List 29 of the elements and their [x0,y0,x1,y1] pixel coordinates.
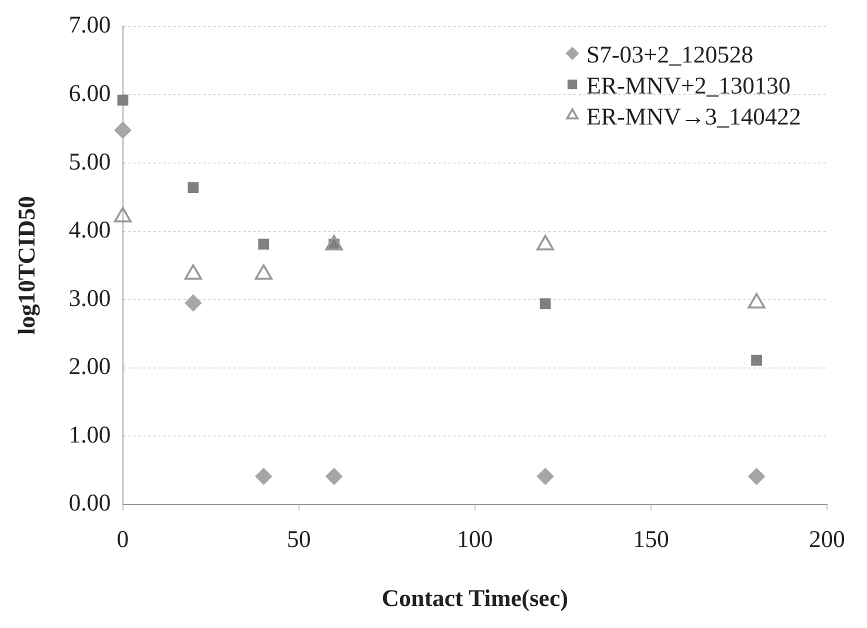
point [117,94,128,106]
point [748,468,766,485]
point [188,182,199,194]
y-tick-label: 5.00 [68,149,111,176]
point [184,294,202,312]
x-tick-label: 50 [286,527,311,554]
y-tick-label: 4.00 [68,218,111,244]
y-tick-label: 2.00 [68,354,111,380]
point [326,468,343,485]
x-axis-title: Contact Time(sec) [382,586,568,612]
legend-label: S7-03+2_120528 [586,42,754,69]
point [540,298,551,310]
point [751,354,762,366]
y-axis-title: log10TCID50 [14,196,41,335]
x-tick-label: 0 [116,527,129,554]
point [258,238,270,250]
y-tick-label: 0.00 [68,490,111,517]
x-tick-label: 100 [456,527,493,554]
legend-label: ER-MNV+2_130130 [586,74,791,100]
legend-label: ER-MNV→3_140422 [586,104,802,131]
point [536,468,554,485]
y-tick-label: 1.00 [68,422,111,448]
x-tick-label: 200 [809,527,845,554]
y-tick-label: 6.00 [68,80,111,107]
x-tick-label: 150 [632,527,669,554]
y-tick-label: 3.00 [68,286,111,312]
y-tick-label: 7.00 [68,12,111,39]
point [114,122,132,139]
point [255,468,272,485]
